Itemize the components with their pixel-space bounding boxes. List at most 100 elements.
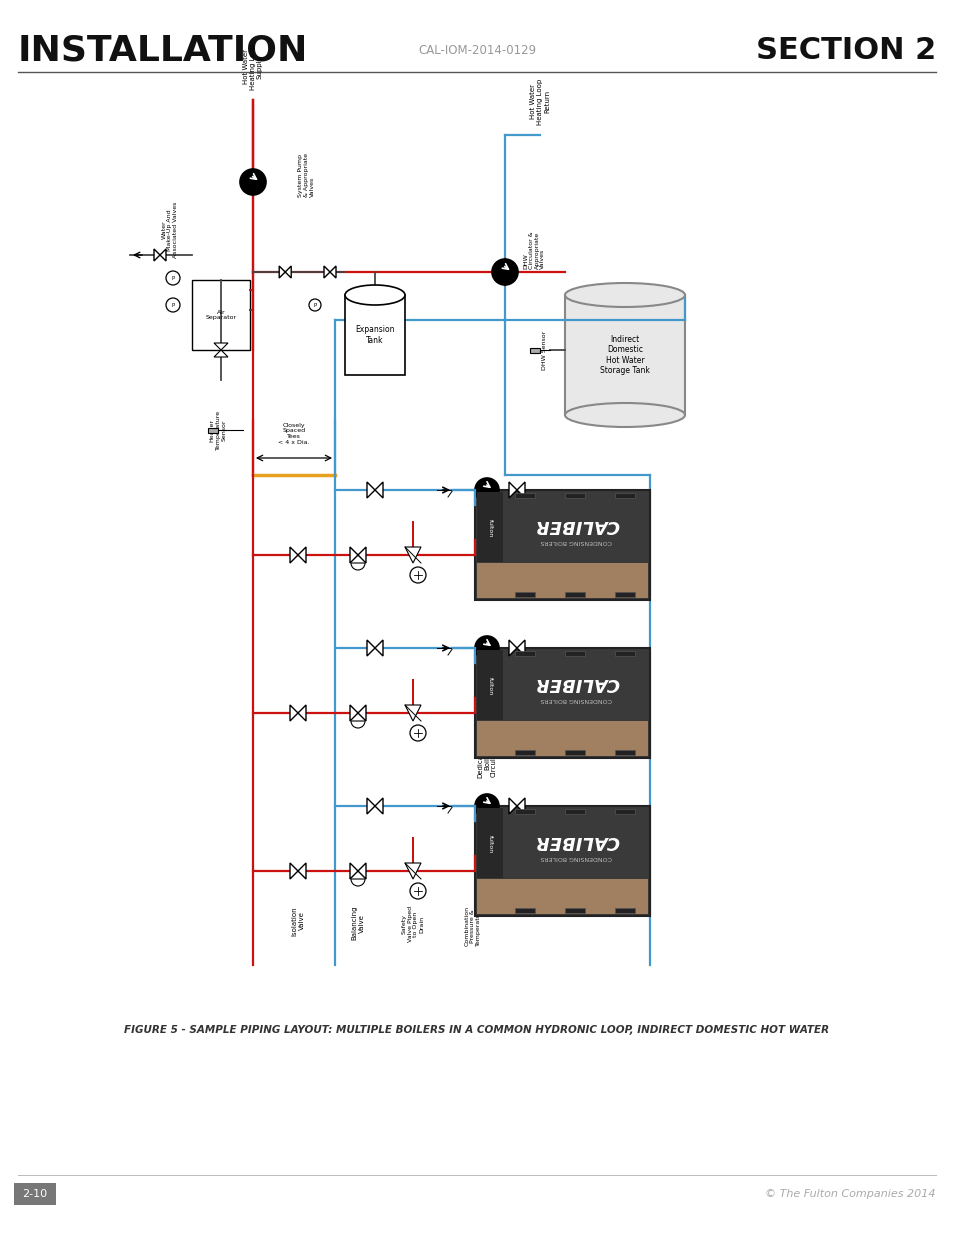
Wedge shape bbox=[351, 563, 365, 571]
Bar bbox=[192, 280, 250, 350]
Bar bbox=[564, 750, 584, 755]
Polygon shape bbox=[405, 863, 420, 879]
Circle shape bbox=[475, 636, 498, 659]
Bar bbox=[564, 592, 584, 597]
Circle shape bbox=[492, 259, 517, 285]
Circle shape bbox=[410, 883, 426, 899]
Text: Header
Temperature
Sensor: Header Temperature Sensor bbox=[210, 410, 226, 450]
Polygon shape bbox=[153, 249, 160, 261]
Polygon shape bbox=[405, 547, 420, 563]
Bar bbox=[615, 750, 635, 755]
Polygon shape bbox=[213, 343, 228, 350]
Text: P: P bbox=[313, 303, 316, 308]
Polygon shape bbox=[297, 863, 306, 879]
Text: CONDENSING BOILERS: CONDENSING BOILERS bbox=[540, 538, 612, 543]
Text: P: P bbox=[172, 275, 174, 280]
Bar bbox=[476, 563, 647, 598]
Bar bbox=[515, 750, 535, 755]
Wedge shape bbox=[351, 721, 365, 727]
Circle shape bbox=[475, 794, 498, 818]
Text: Indirect
Domestic
Hot Water
Storage Tank: Indirect Domestic Hot Water Storage Tank bbox=[599, 335, 649, 375]
Bar bbox=[515, 651, 535, 656]
Polygon shape bbox=[405, 705, 420, 721]
Polygon shape bbox=[350, 705, 357, 721]
Bar bbox=[615, 809, 635, 814]
Polygon shape bbox=[357, 863, 366, 879]
Polygon shape bbox=[160, 249, 166, 261]
Text: fulton: fulton bbox=[487, 520, 492, 537]
Bar bbox=[564, 493, 584, 498]
Bar bbox=[515, 493, 535, 498]
Text: DHW
Circulator &
Appropriate
Valves: DHW Circulator & Appropriate Valves bbox=[522, 231, 545, 269]
Bar bbox=[476, 650, 502, 720]
Bar bbox=[476, 493, 502, 562]
Text: fulton: fulton bbox=[487, 677, 492, 695]
Text: Safety
Valve Piped
to Open
Drain: Safety Valve Piped to Open Drain bbox=[401, 906, 424, 942]
Polygon shape bbox=[517, 482, 524, 498]
Text: Hot Water
Heating Loop
Supply: Hot Water Heating Loop Supply bbox=[243, 43, 263, 90]
Bar bbox=[564, 809, 584, 814]
Text: Expansion
Tank: Expansion Tank bbox=[355, 325, 395, 345]
Text: 2-10: 2-10 bbox=[23, 1189, 48, 1199]
Text: Hot Water
Heating Loop
Return: Hot Water Heating Loop Return bbox=[530, 79, 550, 125]
Text: © The Fulton Companies 2014: © The Fulton Companies 2014 bbox=[764, 1189, 935, 1199]
Polygon shape bbox=[350, 863, 357, 879]
Bar bbox=[564, 295, 684, 415]
Circle shape bbox=[309, 299, 320, 311]
Polygon shape bbox=[367, 640, 375, 656]
Text: System Pump
& Appropriate
Valves: System Pump & Appropriate Valves bbox=[297, 153, 314, 198]
Text: CONDENSING BOILERS: CONDENSING BOILERS bbox=[540, 697, 612, 701]
Circle shape bbox=[166, 298, 180, 312]
Polygon shape bbox=[367, 798, 375, 814]
Polygon shape bbox=[367, 482, 375, 498]
Bar bbox=[475, 806, 649, 916]
Bar bbox=[14, 1183, 56, 1205]
Bar bbox=[475, 648, 649, 758]
Text: Combination
Pressure &
Temperature: Combination Pressure & Temperature bbox=[464, 906, 481, 946]
Text: DHW Sensor: DHW Sensor bbox=[541, 331, 546, 369]
Ellipse shape bbox=[345, 285, 405, 305]
Polygon shape bbox=[290, 705, 297, 721]
Circle shape bbox=[240, 169, 266, 195]
Ellipse shape bbox=[564, 403, 684, 427]
Text: Balancing
Valve: Balancing Valve bbox=[351, 906, 364, 941]
Polygon shape bbox=[213, 350, 228, 357]
Bar bbox=[476, 808, 502, 878]
Polygon shape bbox=[509, 798, 517, 814]
Polygon shape bbox=[290, 547, 297, 563]
Bar bbox=[476, 721, 647, 756]
Text: fulton: fulton bbox=[487, 835, 492, 853]
Text: Air
Separator: Air Separator bbox=[205, 310, 236, 320]
Bar bbox=[615, 908, 635, 913]
Bar bbox=[615, 493, 635, 498]
Text: INSTALLATION: INSTALLATION bbox=[18, 33, 308, 67]
Circle shape bbox=[410, 567, 426, 583]
Text: FIGURE 5 - SAMPLE PIPING LAYOUT: MULTIPLE BOILERS IN A COMMON HYDRONIC LOOP, IND: FIGURE 5 - SAMPLE PIPING LAYOUT: MULTIPL… bbox=[124, 1025, 829, 1035]
Polygon shape bbox=[279, 266, 285, 278]
Bar bbox=[345, 295, 405, 375]
Polygon shape bbox=[517, 798, 524, 814]
Text: CALIBER: CALIBER bbox=[534, 516, 618, 535]
Wedge shape bbox=[351, 879, 365, 885]
Polygon shape bbox=[517, 640, 524, 656]
Polygon shape bbox=[297, 547, 306, 563]
Bar bbox=[615, 651, 635, 656]
Text: CALIBER: CALIBER bbox=[534, 832, 618, 850]
Bar bbox=[564, 908, 584, 913]
Bar bbox=[476, 879, 647, 914]
Text: CAL-IOM-2014-0129: CAL-IOM-2014-0129 bbox=[417, 43, 536, 57]
Polygon shape bbox=[375, 798, 382, 814]
Polygon shape bbox=[330, 266, 335, 278]
Text: Dedicated
Boiler
Circulator: Dedicated Boiler Circulator bbox=[476, 742, 497, 778]
Text: CONDENSING BOILERS: CONDENSING BOILERS bbox=[540, 855, 612, 860]
Text: Water
Make-Up And
Associated Valves: Water Make-Up And Associated Valves bbox=[161, 201, 178, 258]
Bar bbox=[515, 908, 535, 913]
Bar bbox=[530, 347, 539, 352]
Circle shape bbox=[410, 725, 426, 741]
Polygon shape bbox=[297, 705, 306, 721]
Text: CALIBER: CALIBER bbox=[534, 674, 618, 692]
Bar bbox=[475, 490, 649, 600]
Polygon shape bbox=[285, 266, 291, 278]
Ellipse shape bbox=[564, 283, 684, 308]
Polygon shape bbox=[375, 482, 382, 498]
